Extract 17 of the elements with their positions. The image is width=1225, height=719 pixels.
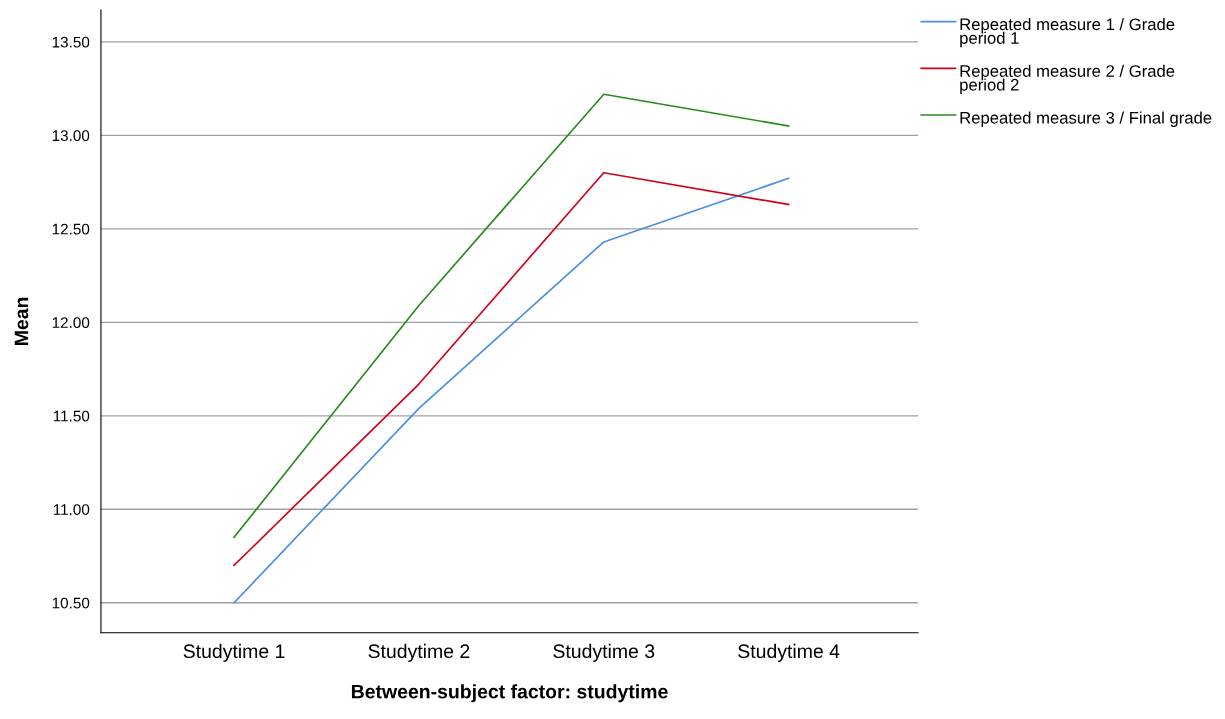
line-series bbox=[233, 93, 790, 539]
y-tick-label: 13.50 bbox=[52, 36, 90, 48]
legend-label: Repeated measure 2 / Grade period 2 bbox=[960, 64, 1175, 94]
y-tick-label: 10.50 bbox=[52, 597, 90, 609]
x-tick-label: Studytime 2 bbox=[368, 643, 470, 662]
x-tick-label: Studytime 3 bbox=[553, 643, 655, 662]
x-axis-title: Between-subject factor: studytime bbox=[351, 684, 668, 703]
y-tick-label: 12.50 bbox=[52, 223, 90, 235]
y-tick-label: 13.00 bbox=[52, 130, 90, 142]
legend-label: Repeated measure 1 / Grade period 1 bbox=[960, 17, 1175, 48]
x-tick-label: Studytime 1 bbox=[183, 643, 285, 662]
y-tick-label: 12.00 bbox=[52, 317, 90, 329]
x-tick-label: Studytime 4 bbox=[738, 643, 840, 662]
y-tick-label: 11.50 bbox=[53, 410, 90, 422]
y-tick-label: 11.00 bbox=[53, 504, 90, 515]
legend-label: Repeated measure 3 / Final grade bbox=[960, 111, 1212, 127]
y-axis-title: Mean bbox=[14, 297, 29, 345]
